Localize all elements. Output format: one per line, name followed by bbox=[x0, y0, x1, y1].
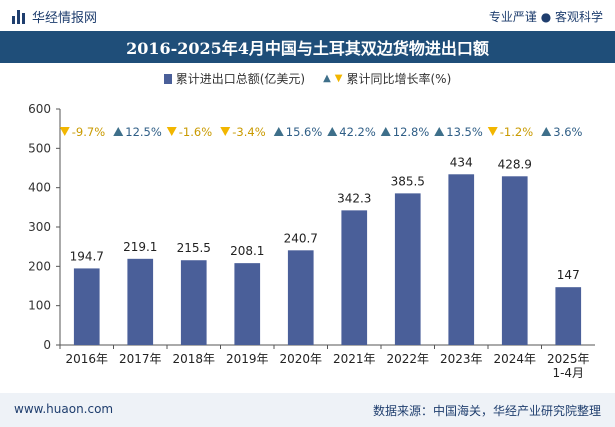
x-tick-label: 2019年 bbox=[226, 352, 269, 366]
top-bar: 华经情报网 专业严谨 ● 客观科学 bbox=[0, 0, 615, 30]
bar-value-label: 240.7 bbox=[284, 231, 318, 245]
growth-label: 13.5% bbox=[446, 125, 483, 139]
legend-bar-swatch bbox=[163, 73, 172, 84]
footer: www.huaon.com 数据来源：中国海关，华经产业研究院整理 bbox=[0, 393, 615, 427]
y-tick-label: 400 bbox=[28, 181, 51, 195]
bar-value-label: 219.1 bbox=[123, 240, 157, 254]
legend: 累计进出口总额(亿美元) ▲ ▼ 累计同比增长率(%) bbox=[0, 70, 615, 87]
growth-down-triangle-icon bbox=[220, 127, 231, 136]
x-tick-label: 2024年 bbox=[493, 352, 536, 366]
bar bbox=[555, 287, 582, 345]
bar-value-label: 434 bbox=[450, 155, 473, 169]
growth-up-triangle-icon bbox=[273, 127, 284, 136]
bar bbox=[127, 258, 154, 345]
growth-down-triangle-icon bbox=[59, 127, 70, 136]
growth-label: 3.6% bbox=[553, 125, 582, 139]
chart-title: 2016-2025年4月中国与土耳其双边货物进出口额 bbox=[0, 31, 615, 63]
y-tick-label: 100 bbox=[28, 299, 51, 313]
x-tick-label: 2017年 bbox=[119, 352, 162, 366]
bar-value-label: 147 bbox=[557, 268, 580, 282]
growth-label: -3.4% bbox=[232, 125, 265, 139]
x-tick-label: 2018年 bbox=[172, 352, 215, 366]
legend-bar-label: 累计进出口总额(亿美元) bbox=[175, 72, 306, 86]
slogan: 专业严谨 ● 客观科学 bbox=[488, 10, 603, 24]
growth-label: -9.7% bbox=[72, 125, 105, 139]
x-tick-label: 2023年 bbox=[440, 352, 483, 366]
x-tick-label: 1-4月 bbox=[552, 366, 584, 380]
bar bbox=[287, 250, 314, 345]
legend-down-triangle-icon: ▼ bbox=[334, 72, 343, 84]
bar bbox=[341, 210, 368, 345]
y-tick-label: 0 bbox=[43, 338, 51, 352]
legend-up-triangle-icon: ▲ bbox=[323, 72, 331, 84]
growth-label: 12.5% bbox=[125, 125, 162, 139]
bar bbox=[501, 176, 528, 345]
bar bbox=[234, 263, 261, 345]
growth-label: -1.6% bbox=[179, 125, 212, 139]
bar bbox=[180, 260, 207, 345]
legend-item-growth: ▲ ▼ 累计同比增长率(%) bbox=[323, 70, 451, 87]
growth-up-triangle-icon bbox=[327, 127, 338, 136]
bar-value-label: 194.7 bbox=[70, 249, 104, 263]
y-tick-label: 500 bbox=[28, 141, 51, 155]
legend-growth-label: 累计同比增长率(%) bbox=[346, 72, 452, 86]
brand-name: 华经情报网 bbox=[32, 11, 98, 26]
growth-label: -1.2% bbox=[500, 125, 533, 139]
x-tick-label: 2022年 bbox=[386, 352, 429, 366]
bar-value-label: 385.5 bbox=[391, 174, 425, 188]
brand-bars-icon bbox=[12, 9, 26, 24]
bar-value-label: 215.5 bbox=[177, 241, 211, 255]
growth-down-triangle-icon bbox=[487, 127, 498, 136]
growth-label: 12.8% bbox=[393, 125, 430, 139]
bar-value-label: 428.9 bbox=[498, 157, 532, 171]
bar bbox=[73, 268, 100, 345]
y-tick-label: 600 bbox=[28, 102, 51, 116]
brand: 华经情报网 bbox=[12, 7, 97, 26]
x-tick-label: 2016年 bbox=[65, 352, 108, 366]
bar-value-label: 342.3 bbox=[337, 191, 371, 205]
growth-down-triangle-icon bbox=[166, 127, 177, 136]
legend-item-bar: 累计进出口总额(亿美元) bbox=[163, 70, 306, 87]
x-tick-label: 2021年 bbox=[333, 352, 376, 366]
x-tick-label: 2020年 bbox=[279, 352, 322, 366]
bar bbox=[448, 174, 475, 345]
footer-source: 数据来源：中国海关，华经产业研究院整理 bbox=[372, 404, 601, 418]
y-tick-label: 200 bbox=[28, 259, 51, 273]
growth-up-triangle-icon bbox=[541, 127, 552, 136]
x-tick-label: 2025年 bbox=[547, 352, 590, 366]
bar bbox=[394, 193, 421, 345]
growth-label: 15.6% bbox=[286, 125, 323, 139]
footer-url: www.huaon.com bbox=[14, 402, 114, 416]
bar-value-label: 208.1 bbox=[230, 244, 264, 258]
bar-chart: 0 100 200 300 400 500 600 194.7 2016年 -9.7% 219.1 2… bbox=[28, 102, 595, 380]
growth-up-triangle-icon bbox=[434, 127, 445, 136]
y-tick-label: 300 bbox=[28, 220, 51, 234]
growth-up-triangle-icon bbox=[380, 127, 391, 136]
growth-label: 42.2% bbox=[339, 125, 376, 139]
growth-up-triangle-icon bbox=[113, 127, 124, 136]
